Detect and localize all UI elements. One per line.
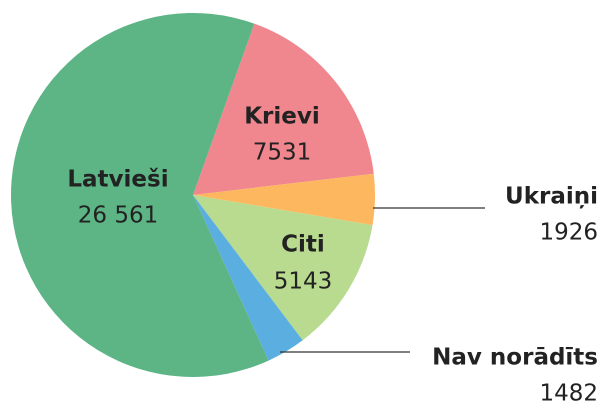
slice-name: Latvieši [67,167,168,193]
slice-name: Ukraiņi [505,184,598,210]
pie-slice [193,195,303,361]
slice-value: 1926 [539,220,598,246]
pie-slice [193,23,374,196]
pie-slice [193,195,373,341]
slice-value: 1482 [539,381,598,405]
pie-slice [11,12,269,378]
slice-name: Nav norādīts [432,345,598,371]
pie-slice [193,173,375,226]
slice-name: Krievi [244,104,320,130]
slice-value: 5143 [274,269,333,295]
slice-name: Citi [281,232,325,258]
slice-value: 26 561 [78,203,158,229]
slice-value: 7531 [253,140,312,166]
